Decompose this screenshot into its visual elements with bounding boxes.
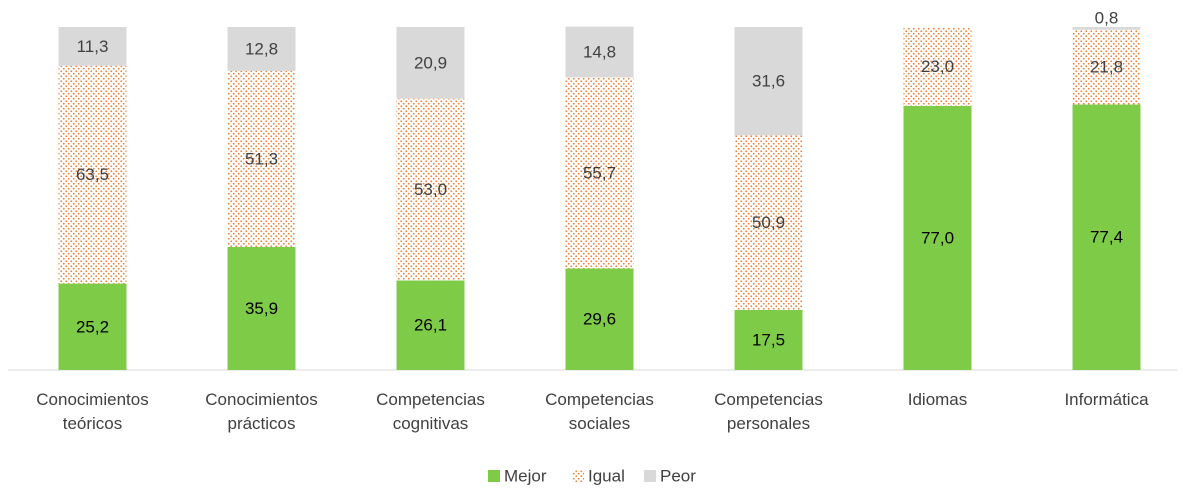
x-tick-label: Conocimientos prácticos bbox=[205, 390, 318, 433]
data-label: 53,0 bbox=[414, 180, 447, 199]
data-label: 55,7 bbox=[583, 163, 616, 182]
data-label: 29,6 bbox=[583, 310, 616, 329]
x-tick-label: Competencias personales bbox=[714, 390, 823, 433]
legend-label: Mejor bbox=[504, 466, 547, 485]
data-label: 17,5 bbox=[752, 330, 785, 349]
bar-segment bbox=[396, 27, 465, 99]
data-label: 20,9 bbox=[414, 53, 447, 72]
data-label: 25,2 bbox=[76, 317, 109, 336]
legend-swatch bbox=[572, 470, 584, 482]
data-label: 12,8 bbox=[245, 39, 278, 58]
bar-segment bbox=[227, 70, 296, 247]
bar-segment bbox=[565, 268, 634, 370]
data-label: 31,6 bbox=[752, 72, 785, 91]
bar-segment bbox=[1072, 29, 1141, 105]
bar-segment bbox=[1072, 104, 1141, 370]
bar-segment bbox=[58, 65, 127, 284]
data-label: 51,3 bbox=[245, 149, 278, 168]
legend-label: Peor bbox=[660, 466, 696, 485]
bar-segment bbox=[396, 280, 465, 370]
bar-segment bbox=[227, 27, 296, 71]
data-label: 77,0 bbox=[921, 228, 954, 247]
data-label: 0,8 bbox=[1095, 8, 1119, 27]
data-label: 21,8 bbox=[1090, 58, 1123, 77]
bar-segment bbox=[58, 27, 127, 66]
data-label: 23,0 bbox=[921, 57, 954, 76]
data-label: 11,3 bbox=[77, 37, 109, 56]
bar-segment bbox=[227, 246, 296, 370]
data-label: 77,4 bbox=[1090, 228, 1123, 247]
x-tick-label: Competencias cognitivas bbox=[376, 390, 485, 433]
bar-segment bbox=[565, 77, 634, 269]
bar-segment bbox=[734, 27, 803, 136]
x-tick-label: Idiomas bbox=[907, 390, 968, 409]
x-tick-label: Conocimientos teóricos bbox=[36, 390, 149, 433]
bar-segment bbox=[734, 135, 803, 310]
bar-segment bbox=[734, 309, 803, 370]
x-tick-label: Informática bbox=[1064, 390, 1149, 409]
bar-segment bbox=[1072, 27, 1141, 30]
legend-swatch bbox=[488, 470, 500, 482]
bar-segment bbox=[396, 98, 465, 281]
bar-segment bbox=[903, 27, 972, 106]
bar-segment bbox=[903, 105, 972, 370]
bar-segment bbox=[58, 283, 127, 370]
legend-swatch bbox=[644, 470, 656, 482]
bar-segment bbox=[565, 26, 634, 78]
x-tick-label: Competencias sociales bbox=[545, 390, 654, 433]
data-label: 14,8 bbox=[583, 43, 616, 62]
legend-label: Igual bbox=[588, 466, 625, 485]
data-label: 35,9 bbox=[245, 299, 278, 318]
data-label: 26,1 bbox=[414, 316, 447, 335]
data-label: 63,5 bbox=[76, 165, 109, 184]
data-label: 50,9 bbox=[752, 213, 785, 232]
